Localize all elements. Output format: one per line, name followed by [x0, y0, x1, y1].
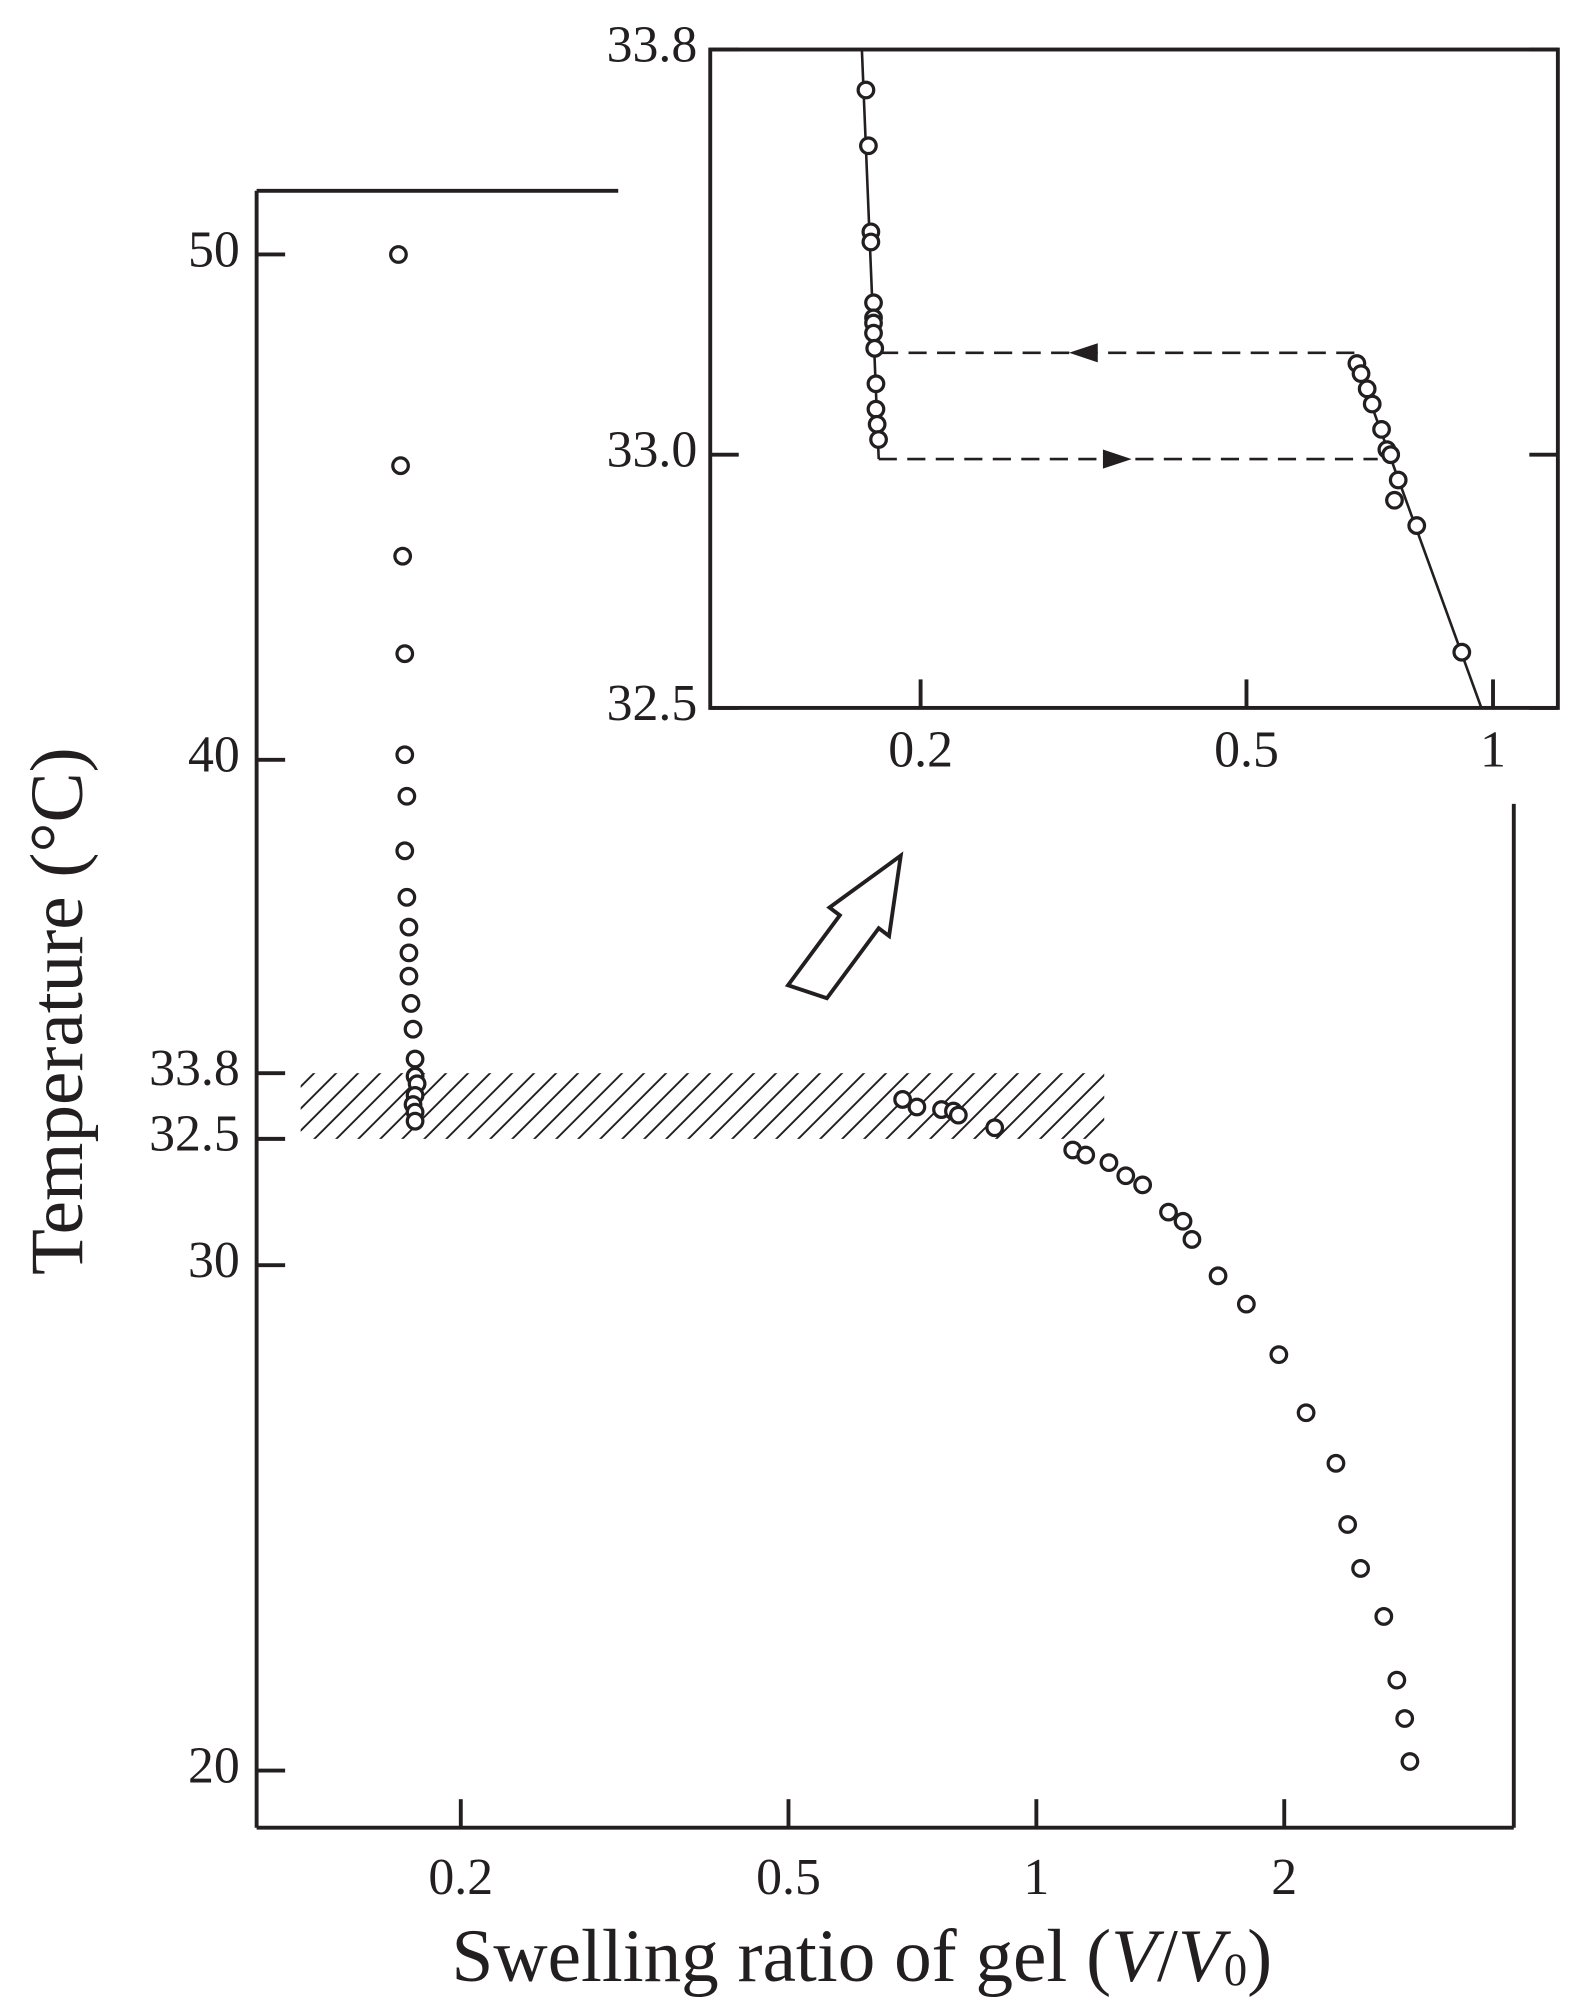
y-tick-label: 33.8: [607, 16, 698, 73]
x-tick-label: 0.5: [1214, 721, 1279, 778]
data-point: [1374, 1607, 1394, 1626]
data-point: [866, 399, 886, 419]
data-point: [393, 546, 413, 566]
x-axis-label-part: ): [1247, 1915, 1272, 1998]
data-point: [395, 841, 415, 861]
data-point: [867, 414, 887, 434]
data-point: [1351, 364, 1371, 384]
data-point: [861, 232, 881, 252]
data-point: [1076, 1145, 1096, 1165]
data-point: [1372, 419, 1391, 439]
x-tick-label: 0.2: [428, 1849, 493, 1906]
data-point: [893, 1090, 913, 1109]
data-point: [1338, 1515, 1358, 1534]
data-point: [1407, 516, 1427, 535]
data-point: [397, 786, 417, 806]
data-point: [1296, 1403, 1316, 1423]
data-point: [399, 943, 419, 963]
data-point: [1159, 1202, 1178, 1222]
data-point: [869, 430, 888, 449]
data-point: [856, 80, 876, 100]
data-point: [864, 323, 883, 343]
data-point: [864, 293, 883, 313]
x-tick-label: 1: [1480, 721, 1506, 778]
x-axis-label-part: Swelling ratio of gel (: [452, 1915, 1112, 1998]
transition-band: [300, 1073, 1105, 1139]
y-tick-label: 20: [188, 1737, 240, 1794]
data-point: [1381, 445, 1401, 465]
data-point: [405, 1049, 425, 1069]
data-point: [1133, 1175, 1153, 1195]
y-tick-label: 33.8: [149, 1040, 240, 1097]
x-axis-label-part: V: [1178, 1915, 1232, 1998]
data-point: [1388, 470, 1408, 490]
x-tick-label: 0.2: [888, 721, 953, 778]
data-point: [1362, 394, 1382, 414]
data-point: [1385, 490, 1404, 510]
data-point: [866, 374, 886, 394]
y-axis-label: Temperature (°C): [16, 747, 99, 1275]
x-tick-label: 1: [1023, 1849, 1049, 1906]
x-axis-label: Swelling ratio of gel (V/V0): [452, 1915, 1273, 1998]
data-point: [865, 338, 885, 358]
data-point: [1452, 642, 1472, 662]
data-point: [395, 644, 415, 664]
data-point: [399, 966, 419, 986]
y-tick-label: 30: [188, 1232, 240, 1289]
inset-frame: [708, 47, 1560, 710]
data-point: [389, 245, 408, 264]
data-point: [948, 1105, 968, 1125]
data-point: [1099, 1153, 1119, 1173]
data-point: [1395, 1709, 1415, 1728]
y-tick-label: 33.0: [607, 422, 698, 479]
data-point: [405, 1111, 425, 1131]
y-tick-label: 50: [188, 221, 240, 278]
y-tick-label: 32.5: [607, 675, 698, 732]
y-tick-label: 32.5: [149, 1106, 240, 1163]
data-point: [395, 745, 415, 765]
data-point: [1387, 1670, 1407, 1690]
data-point: [397, 887, 417, 907]
data-point: [1236, 1294, 1256, 1314]
data-point: [403, 1019, 423, 1039]
data-point: [1357, 379, 1377, 399]
data-point: [907, 1097, 927, 1117]
data-point: [1351, 1559, 1370, 1578]
data-point: [985, 1118, 1005, 1138]
y-tick-label: 40: [188, 727, 240, 784]
x-tick-label: 2: [1271, 1849, 1297, 1906]
data-point: [401, 994, 421, 1013]
data-point: [1116, 1166, 1136, 1186]
data-point: [1173, 1211, 1193, 1231]
zoom-arrow: [784, 851, 904, 1001]
x-axis-label-part: V: [1111, 1915, 1165, 1998]
x-axis-label-part: 0: [1224, 1944, 1247, 1996]
data-point: [399, 917, 419, 937]
data-point: [1208, 1266, 1228, 1286]
data-point: [1400, 1752, 1420, 1771]
x-tick-label: 0.5: [756, 1849, 821, 1906]
data-point: [1326, 1453, 1346, 1473]
x-axis-label-part: /: [1157, 1915, 1178, 1998]
axes-frame: [254, 188, 1516, 1830]
data-point: [1269, 1345, 1289, 1365]
data-point: [859, 136, 878, 156]
data-point: [1182, 1230, 1202, 1249]
data-point: [391, 456, 410, 476]
